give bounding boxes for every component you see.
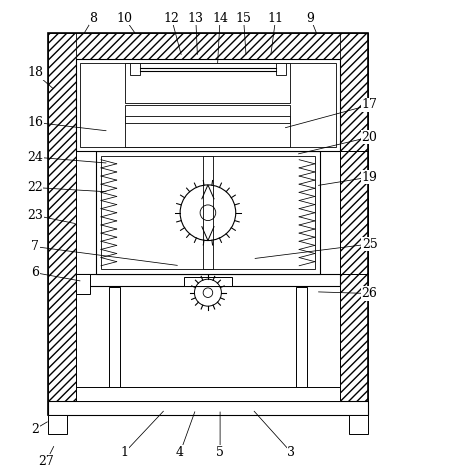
Bar [101, 156, 315, 269]
Text: 20: 20 [362, 131, 378, 143]
Text: 9: 9 [307, 11, 314, 25]
Bar [76, 59, 340, 151]
Bar [203, 156, 213, 269]
Text: 19: 19 [362, 171, 378, 184]
Bar [48, 401, 368, 415]
Text: 15: 15 [235, 11, 251, 25]
Bar [85, 389, 331, 399]
Text: 4: 4 [176, 446, 184, 459]
Text: 7: 7 [31, 240, 39, 253]
Text: 6: 6 [31, 266, 39, 279]
Bar [80, 63, 336, 147]
Bar [125, 116, 291, 124]
Bar [48, 33, 76, 415]
Text: 17: 17 [362, 98, 378, 112]
Text: 16: 16 [27, 116, 43, 129]
Bar [76, 388, 340, 401]
Bar [340, 151, 368, 275]
Text: 18: 18 [27, 66, 43, 79]
Bar [276, 63, 286, 76]
Bar [48, 33, 368, 59]
Bar [80, 105, 125, 147]
Text: 26: 26 [362, 287, 378, 300]
Bar [291, 63, 336, 102]
Bar [296, 287, 307, 388]
Bar [109, 287, 120, 388]
Text: 8: 8 [89, 11, 97, 25]
Text: 10: 10 [117, 11, 132, 25]
Bar [48, 415, 67, 434]
Bar [183, 277, 232, 286]
Text: 13: 13 [188, 11, 204, 25]
Text: 11: 11 [268, 11, 284, 25]
Bar [80, 63, 125, 102]
Bar [76, 275, 90, 294]
Text: 5: 5 [216, 446, 224, 459]
Text: 14: 14 [212, 11, 228, 25]
Bar [125, 63, 291, 103]
Bar [340, 33, 368, 415]
Bar [96, 151, 320, 275]
Bar [125, 105, 291, 147]
Bar [76, 275, 340, 286]
Text: 23: 23 [27, 209, 43, 222]
Text: 25: 25 [362, 238, 377, 250]
Text: 24: 24 [27, 151, 43, 163]
Text: 12: 12 [163, 11, 179, 25]
Bar [130, 63, 140, 76]
Bar [340, 151, 368, 275]
Text: 2: 2 [31, 423, 39, 436]
Text: 22: 22 [27, 181, 43, 194]
Text: 27: 27 [38, 455, 54, 468]
Bar [291, 105, 336, 147]
Bar [48, 33, 368, 415]
Bar [349, 415, 368, 434]
Text: 1: 1 [120, 446, 129, 459]
Text: 3: 3 [287, 446, 295, 459]
